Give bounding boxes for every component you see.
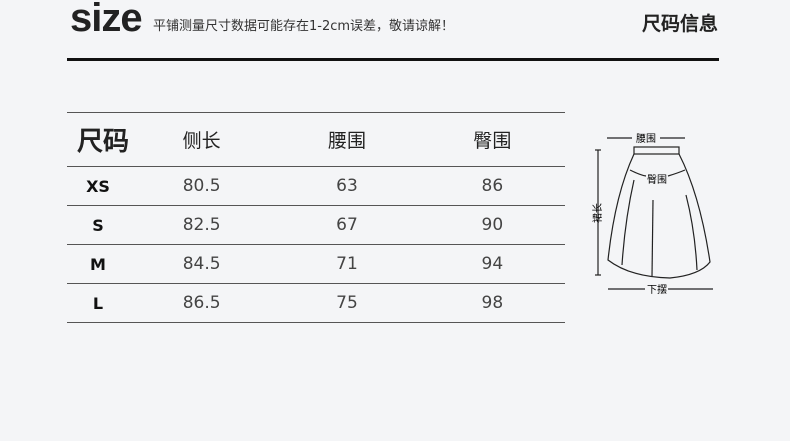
table-header: 尺码 侧长 腰围 臀围 — [67, 112, 565, 167]
diagram-hip-label: 臀围 — [647, 174, 667, 186]
hip-cell: 98 — [419, 283, 565, 323]
header-hip: 臀围 — [419, 112, 565, 167]
diagram-hem-label: 下摆 — [647, 283, 667, 296]
size-table: 尺码 侧长 腰围 臀围 XS 80.5 63 86 S 82.5 67 90 M 84.5 71 94… — [67, 112, 565, 323]
size-cell: XS — [67, 166, 129, 206]
diagram-waist-label: 腰围 — [636, 133, 656, 145]
table-row: L 86.5 75 98 — [67, 283, 565, 323]
skirt-diagram: 腰围 臀围 裙长 下摆 — [591, 133, 713, 296]
size-cell: M — [67, 244, 129, 284]
hip-cell: 86 — [419, 166, 565, 206]
waist-cell: 67 — [274, 205, 420, 245]
side-length-cell: 80.5 — [129, 166, 275, 206]
header-side-length: 侧长 — [129, 112, 275, 167]
waist-cell: 75 — [274, 283, 420, 323]
side-length-cell: 86.5 — [129, 283, 275, 323]
size-cell: S — [67, 205, 129, 245]
divider — [67, 58, 719, 61]
side-length-cell: 82.5 — [129, 205, 275, 245]
measurement-note: 平铺测量尺寸数据可能存在1-2cm误差，敬请谅解！ — [153, 19, 455, 34]
waist-cell: 63 — [274, 166, 420, 206]
size-cell: L — [67, 283, 129, 323]
header-size: 尺码 — [67, 112, 129, 167]
waist-cell: 71 — [274, 244, 420, 284]
side-length-cell: 84.5 — [129, 244, 275, 284]
size-logo: size — [70, 0, 143, 40]
table-row: M 84.5 71 94 — [67, 244, 565, 284]
hip-cell: 90 — [419, 205, 565, 245]
header-waist: 腰围 — [274, 112, 420, 167]
table-row: S 82.5 67 90 — [67, 205, 565, 245]
page-title: 尺码信息 — [641, 13, 718, 35]
table-row: XS 80.5 63 86 — [67, 166, 565, 206]
hip-cell: 94 — [419, 244, 565, 284]
diagram-length-label: 裙长 — [591, 203, 604, 223]
